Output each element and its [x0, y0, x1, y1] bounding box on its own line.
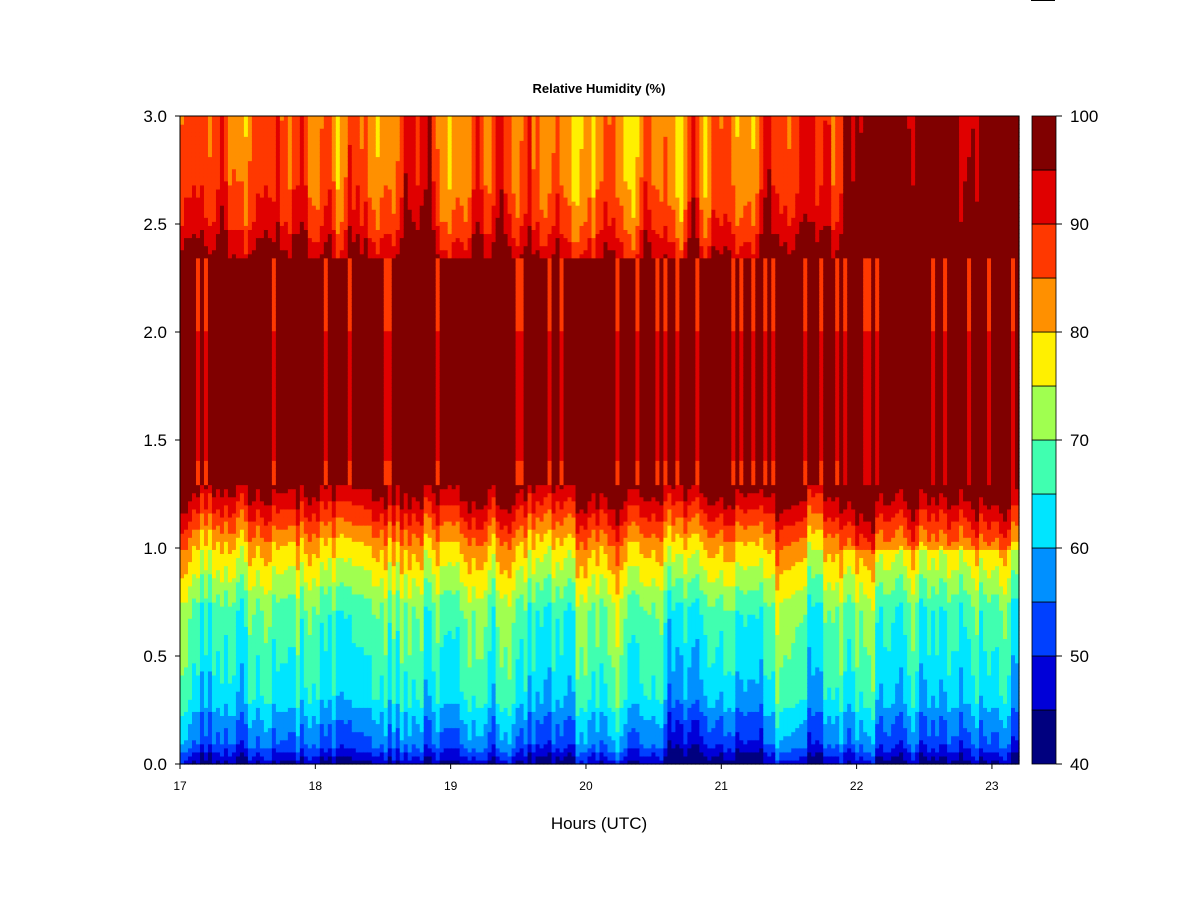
x-tick-label: 19 [444, 779, 458, 793]
y-tick-label: 1.5 [143, 431, 167, 450]
x-axis: 17 18 19 20 21 22 23 [173, 764, 999, 793]
chart-title: Relative Humidity (%) [533, 81, 666, 96]
colorbar-swatch [1032, 332, 1056, 386]
colorbar-swatch [1032, 602, 1056, 656]
y-tick-label: 3.0 [143, 107, 167, 126]
colorbar-swatch [1032, 440, 1056, 494]
colorbar-tick-label: 70 [1070, 431, 1089, 450]
colorbar-tick-label: 50 [1070, 647, 1089, 666]
x-tick-label: 18 [309, 779, 323, 793]
x-axis-label: Hours (UTC) [551, 814, 647, 833]
colorbar-tick-label: 40 [1070, 755, 1089, 774]
y-tick-label: 2.0 [143, 323, 167, 342]
colorbar-swatch [1032, 116, 1056, 170]
x-tick-label: 23 [985, 779, 999, 793]
colorbar-tick-label: 80 [1070, 323, 1089, 342]
y-tick-label: 1.0 [143, 539, 167, 558]
colorbar-swatch [1032, 710, 1056, 764]
colorbar-tick-label: 60 [1070, 539, 1089, 558]
y-tick-label: 0.5 [143, 647, 167, 666]
colorbar-swatch [1032, 278, 1056, 332]
colorbar-swatch [1032, 386, 1056, 440]
x-tick-label: 21 [715, 779, 729, 793]
colorbar-swatch [1032, 548, 1056, 602]
y-tick-label: 2.5 [143, 215, 167, 234]
colorbar-swatch [1032, 656, 1056, 710]
x-tick-label: 20 [579, 779, 593, 793]
colorbar-tick-label: 90 [1070, 215, 1089, 234]
colorbar-tick-label: 100 [1070, 107, 1098, 126]
colorbar: 40 50 60 70 80 90 100 [1032, 107, 1098, 774]
contour-field [180, 116, 1020, 765]
colorbar-swatch [1032, 224, 1056, 278]
x-tick-label: 22 [850, 779, 864, 793]
y-axis: 0.0 0.5 1.0 1.5 2.0 2.5 3.0 [143, 107, 180, 774]
x-tick-label: 17 [173, 779, 187, 793]
y-tick-label: 0.0 [143, 755, 167, 774]
colorbar-swatch [1032, 170, 1056, 224]
colorbar-swatch [1032, 494, 1056, 548]
